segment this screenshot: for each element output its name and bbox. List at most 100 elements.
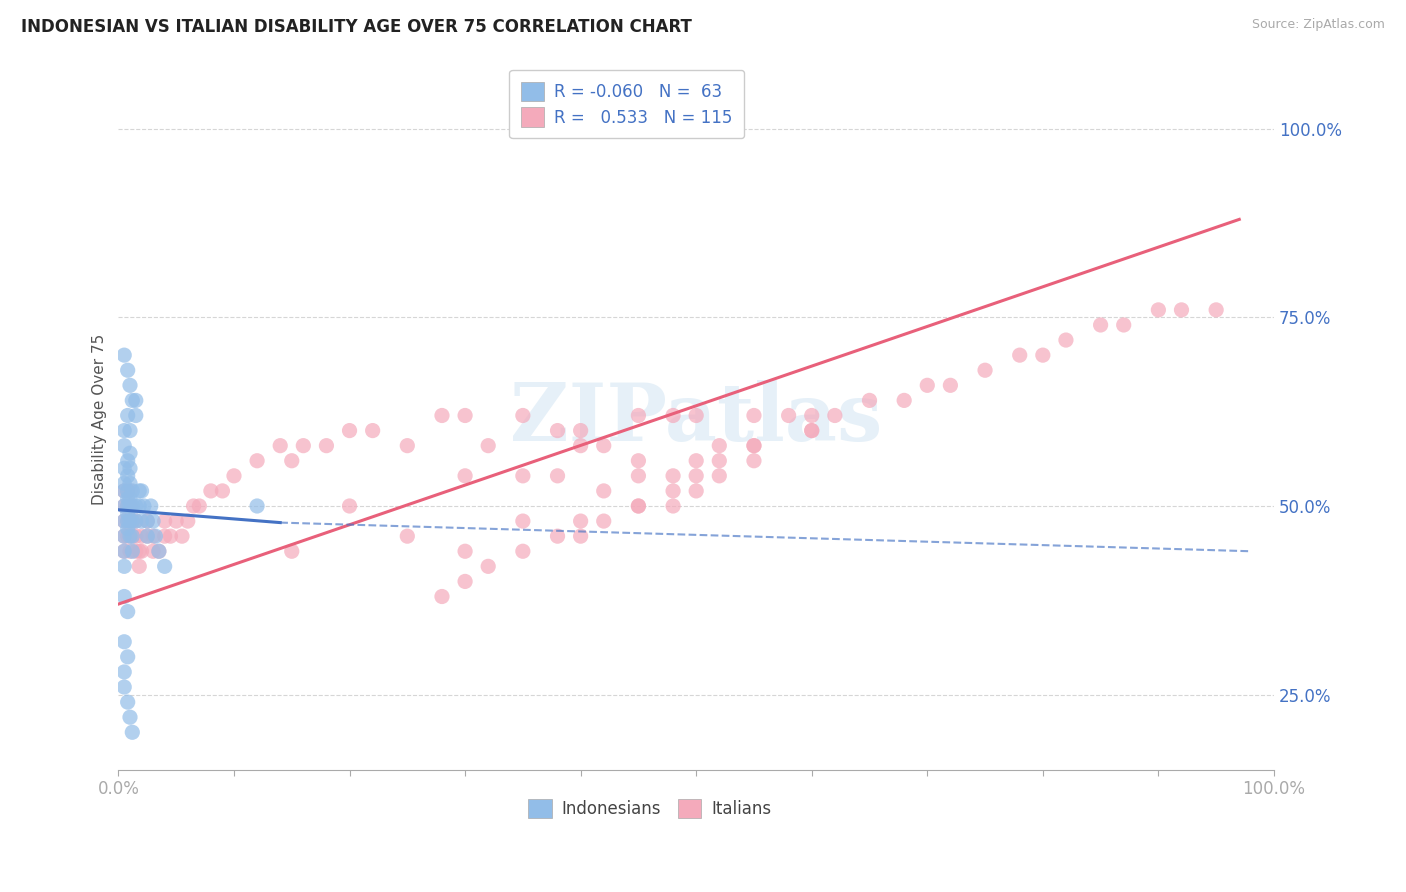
Point: [112, 348, 135, 362]
Point: [117, 491, 139, 506]
Point: [117, 649, 139, 664]
Point: [136, 529, 159, 543]
Point: [112, 514, 135, 528]
Point: [117, 522, 139, 536]
Legend: Indonesians, Italians: Indonesians, Italians: [522, 792, 778, 825]
Point: [128, 499, 150, 513]
Point: [939, 378, 962, 392]
Point: [430, 590, 453, 604]
Point: [121, 725, 143, 739]
Point: [685, 468, 707, 483]
Point: [117, 409, 139, 423]
Point: [112, 680, 135, 694]
Point: [131, 483, 153, 498]
Point: [1112, 318, 1135, 332]
Point: [246, 454, 269, 468]
Point: [121, 514, 143, 528]
Point: [315, 439, 337, 453]
Point: [128, 483, 150, 498]
Point: [112, 634, 135, 648]
Point: [917, 378, 939, 392]
Point: [709, 468, 731, 483]
Point: [1008, 348, 1031, 362]
Point: [118, 483, 141, 498]
Point: [132, 499, 155, 513]
Point: [125, 514, 148, 528]
Point: [281, 454, 304, 468]
Point: [454, 574, 477, 589]
Point: [118, 544, 141, 558]
Point: [396, 439, 419, 453]
Point: [800, 409, 823, 423]
Point: [1147, 302, 1170, 317]
Point: [118, 514, 141, 528]
Point: [145, 529, 167, 543]
Y-axis label: Disability Age Over 75: Disability Age Over 75: [93, 334, 107, 505]
Point: [569, 529, 592, 543]
Point: [512, 514, 534, 528]
Point: [148, 544, 170, 558]
Point: [117, 514, 139, 528]
Point: [121, 499, 143, 513]
Point: [112, 514, 135, 528]
Point: [121, 514, 143, 528]
Point: [662, 468, 685, 483]
Point: [112, 590, 135, 604]
Point: [512, 409, 534, 423]
Point: [742, 409, 765, 423]
Point: [118, 499, 141, 513]
Point: [547, 468, 569, 483]
Point: [1090, 318, 1112, 332]
Point: [117, 529, 139, 543]
Point: [153, 529, 176, 543]
Point: [662, 409, 685, 423]
Point: [118, 476, 141, 491]
Point: [662, 499, 685, 513]
Point: [117, 483, 139, 498]
Point: [117, 363, 139, 377]
Point: [117, 468, 139, 483]
Point: [148, 544, 170, 558]
Point: [165, 514, 187, 528]
Point: [112, 483, 135, 498]
Point: [709, 454, 731, 468]
Point: [121, 544, 143, 558]
Point: [200, 483, 222, 498]
Point: [547, 424, 569, 438]
Point: [117, 514, 139, 528]
Point: [569, 514, 592, 528]
Point: [1170, 302, 1192, 317]
Point: [339, 424, 361, 438]
Point: [893, 393, 915, 408]
Point: [118, 514, 141, 528]
Point: [125, 544, 148, 558]
Point: [139, 499, 162, 513]
Point: [183, 499, 205, 513]
Point: [136, 514, 159, 528]
Text: ZIPatlas: ZIPatlas: [510, 380, 883, 458]
Point: [512, 544, 534, 558]
Point: [742, 439, 765, 453]
Point: [800, 424, 823, 438]
Text: Source: ZipAtlas.com: Source: ZipAtlas.com: [1251, 18, 1385, 31]
Point: [292, 439, 315, 453]
Point: [709, 439, 731, 453]
Point: [569, 439, 592, 453]
Point: [142, 544, 165, 558]
Point: [125, 393, 148, 408]
Point: [118, 446, 141, 460]
Point: [112, 483, 135, 498]
Point: [159, 529, 181, 543]
Point: [118, 491, 141, 506]
Point: [592, 514, 614, 528]
Point: [339, 499, 361, 513]
Point: [858, 393, 880, 408]
Point: [121, 393, 143, 408]
Point: [1054, 333, 1077, 347]
Point: [627, 499, 650, 513]
Point: [112, 499, 135, 513]
Point: [136, 514, 159, 528]
Point: [1032, 348, 1054, 362]
Point: [125, 514, 148, 528]
Point: [662, 483, 685, 498]
